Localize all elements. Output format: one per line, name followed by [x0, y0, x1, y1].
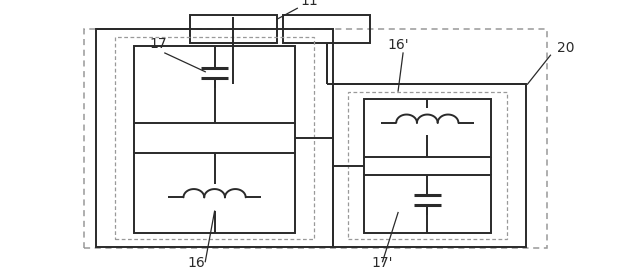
Text: 16': 16' [388, 38, 409, 52]
Text: 17': 17' [372, 256, 393, 270]
Text: 11: 11 [301, 0, 318, 8]
Text: 17: 17 [150, 37, 167, 51]
Text: 20: 20 [557, 41, 574, 55]
Text: 16: 16 [187, 256, 205, 270]
